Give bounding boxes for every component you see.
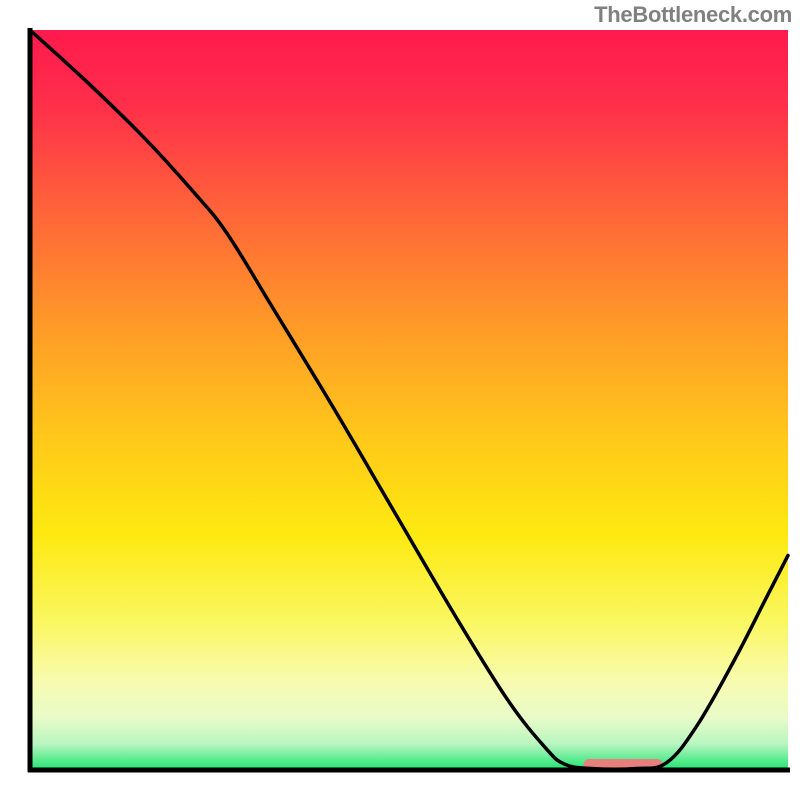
plot-background-gradient — [30, 30, 788, 770]
bottleneck-chart — [0, 0, 800, 800]
chart-container: TheBottleneck.com — [0, 0, 800, 800]
watermark-text: TheBottleneck.com — [594, 2, 792, 28]
